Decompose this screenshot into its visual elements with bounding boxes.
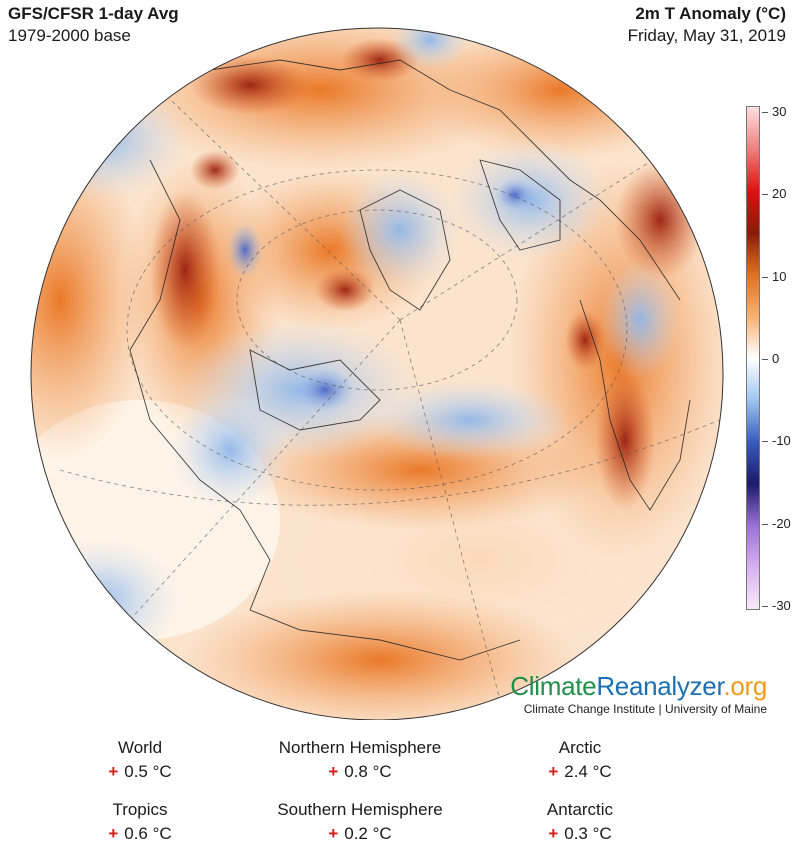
brand-part-climate: Climate	[510, 671, 597, 701]
stat-tropics: Tropics +0.6 °C	[20, 799, 260, 845]
stat-value: 0.5 °C	[124, 762, 172, 781]
stat-name: World	[117, 738, 163, 757]
stat-sign: +	[108, 824, 119, 843]
stat-value-row: +0.2 °C	[240, 823, 480, 845]
colorbar-tick-label: -20	[772, 515, 791, 531]
colorbar-tick-label: 10	[772, 268, 787, 284]
colorbar-tick	[762, 112, 768, 113]
stat-sign: +	[328, 762, 339, 781]
colorbar-tick	[762, 523, 768, 525]
stat-sign: +	[328, 824, 339, 843]
stat-name: Arctic	[558, 738, 602, 757]
colorbar-tick-label: -10	[772, 433, 791, 449]
brand-part-reanalyzer: Reanalyzer	[596, 671, 724, 701]
stat-value: 2.4 °C	[564, 762, 612, 781]
stat-value: 0.8 °C	[344, 762, 392, 781]
stat-name: Northern Hemisphere	[278, 738, 442, 757]
brand-logo: ClimateReanalyzer.org	[510, 671, 767, 702]
stat-sign: +	[108, 762, 119, 781]
stat-northern-hemisphere: Northern Hemisphere +0.8 °C	[240, 737, 480, 783]
map-title: GFS/CFSR 1-day Avg	[8, 4, 179, 23]
globe-map	[30, 27, 724, 720]
anomaly-field	[31, 28, 723, 720]
stat-world: World +0.5 °C	[20, 737, 260, 783]
stat-value: 0.3 °C	[564, 824, 612, 843]
colorbar-tick	[762, 194, 768, 196]
brand-part-org: .org	[723, 671, 767, 701]
stat-value-row: +0.6 °C	[20, 823, 260, 845]
stat-southern-hemisphere: Southern Hemisphere +0.2 °C	[240, 799, 480, 845]
colorbar-tick-label: 20	[772, 186, 787, 202]
date-label: Friday, May 31, 2019	[627, 26, 786, 45]
colorbar-tick	[762, 276, 768, 278]
stat-value-row: +0.3 °C	[460, 823, 700, 845]
stat-sign: +	[548, 824, 559, 843]
stat-value-row: +0.8 °C	[240, 761, 480, 783]
stat-name: Tropics	[112, 800, 168, 819]
stat-value: 0.6 °C	[124, 824, 172, 843]
colorbar-tick-label: 30	[772, 104, 787, 119]
colorbar-tick	[762, 606, 768, 607]
colorbar	[746, 106, 760, 610]
stat-value-row: +2.4 °C	[460, 761, 700, 783]
stat-name: Antarctic	[546, 800, 614, 819]
colorbar-tick	[762, 359, 768, 360]
colorbar-tick-label: -30	[772, 598, 791, 613]
colorbar-tick-label: 0	[772, 351, 780, 366]
stat-sign: +	[548, 762, 559, 781]
stat-name: Southern Hemisphere	[277, 800, 443, 819]
institute-label: Climate Change Institute | University of…	[523, 702, 767, 716]
globe-svg	[30, 27, 724, 720]
globe-outline	[30, 27, 724, 720]
stat-value-row: +0.5 °C	[20, 761, 260, 783]
stat-arctic: Arctic +2.4 °C	[460, 737, 700, 783]
stat-value: 0.2 °C	[344, 824, 392, 843]
colorbar-tick	[762, 441, 768, 443]
map-subtitle: 1979-2000 base	[8, 26, 131, 45]
variable-label: 2m T Anomaly (°C)	[635, 4, 786, 23]
stat-antarctic: Antarctic +0.3 °C	[460, 799, 700, 845]
